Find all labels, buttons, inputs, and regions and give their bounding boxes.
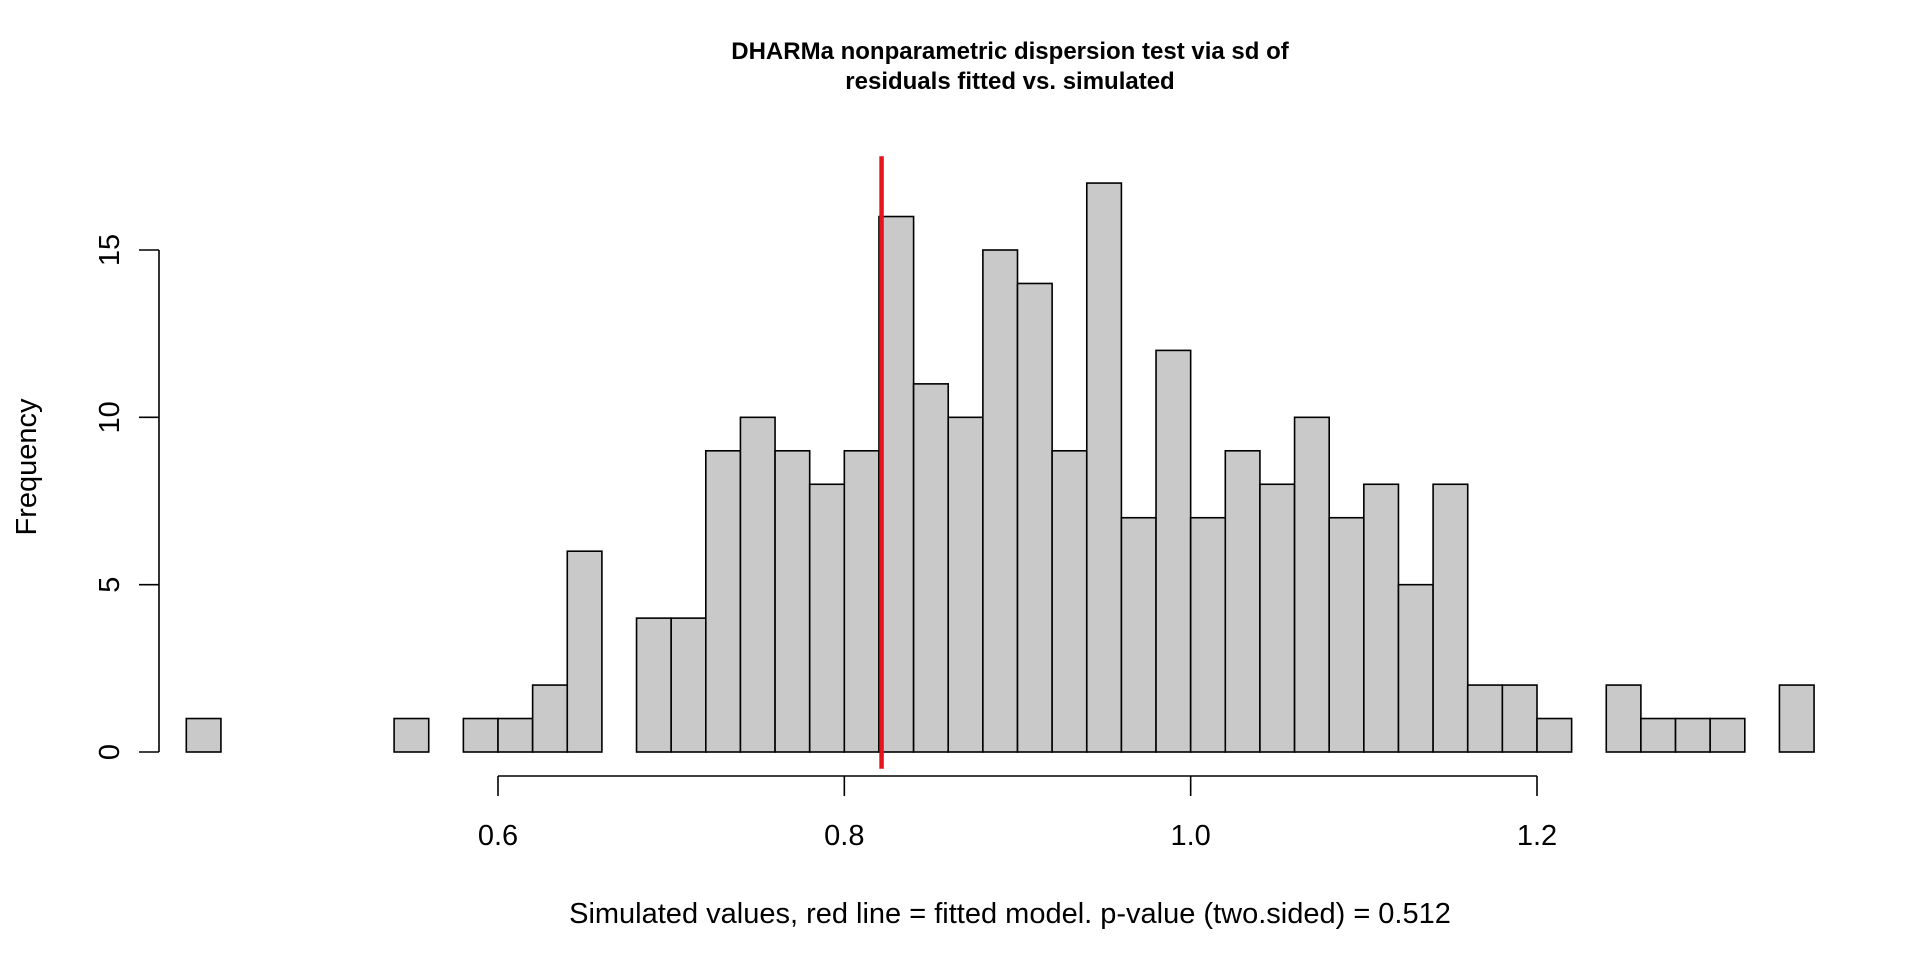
- y-tick-label: 10: [94, 401, 126, 433]
- histogram-bar: [878, 215, 915, 753]
- histogram-bar: [704, 449, 742, 753]
- histogram-bar: [1224, 449, 1261, 753]
- histogram-bar: [1605, 684, 1642, 753]
- histogram-bar: [982, 249, 1019, 753]
- histogram-bar: [912, 383, 950, 753]
- histogram-bar: [1466, 684, 1504, 753]
- histogram-bar: [1051, 449, 1088, 753]
- histogram-bar: [566, 550, 603, 753]
- histogram-bar: [1085, 182, 1123, 753]
- histogram-bar: [1016, 282, 1053, 753]
- histogram-bar: [1120, 516, 1157, 753]
- histogram-bar: [1397, 583, 1434, 753]
- histogram-bar: [1155, 349, 1192, 753]
- chart-title-line-2: residuals fitted vs. simulated: [845, 68, 1174, 95]
- x-axis-label: Simulated values, red line = fitted mode…: [569, 898, 1451, 930]
- histogram-bar: [462, 717, 499, 753]
- histogram-bar: [1501, 684, 1538, 753]
- x-tick-label: 1.0: [1171, 820, 1211, 852]
- histogram-bar: [1674, 717, 1711, 753]
- y-tick-label: 0: [94, 744, 126, 760]
- histogram-bar: [739, 416, 776, 753]
- histogram-bar: [774, 449, 811, 753]
- histogram-bar: [670, 617, 707, 753]
- y-axis: 0 5 10 15: [94, 234, 160, 760]
- histogram-bar: [531, 684, 569, 753]
- y-tick-label: 15: [94, 234, 126, 266]
- x-tick-label: 0.8: [824, 820, 864, 852]
- histogram-bar: [947, 416, 984, 753]
- histogram-bar: [497, 717, 534, 753]
- histogram-bar: [843, 449, 880, 753]
- histogram-bar: [1328, 516, 1365, 753]
- histogram-bar: [635, 617, 672, 753]
- histogram-bar: [1536, 717, 1573, 753]
- histogram-bar: [1293, 416, 1330, 753]
- histogram-bar: [1189, 516, 1227, 753]
- histogram-bar: [393, 717, 430, 753]
- x-axis: 0.6 0.8 1.0 1.2: [478, 775, 1557, 852]
- histogram-bars: [185, 182, 1815, 753]
- histogram-bar: [1363, 483, 1400, 753]
- x-tick-label: 0.6: [478, 820, 518, 852]
- histogram-bar: [808, 483, 846, 753]
- histogram-bar: [1709, 717, 1746, 753]
- histogram-bar: [1778, 684, 1815, 753]
- y-axis-label: Frequency: [11, 398, 43, 536]
- x-tick-label: 1.2: [1517, 820, 1557, 852]
- y-tick-label: 5: [94, 577, 126, 593]
- chart-title-line-1: DHARMa nonparametric dispersion test via…: [731, 38, 1289, 65]
- histogram-bar: [1259, 483, 1296, 753]
- histogram-bar: [1432, 483, 1469, 753]
- histogram-bar: [185, 717, 222, 753]
- histogram-bar: [1640, 717, 1677, 753]
